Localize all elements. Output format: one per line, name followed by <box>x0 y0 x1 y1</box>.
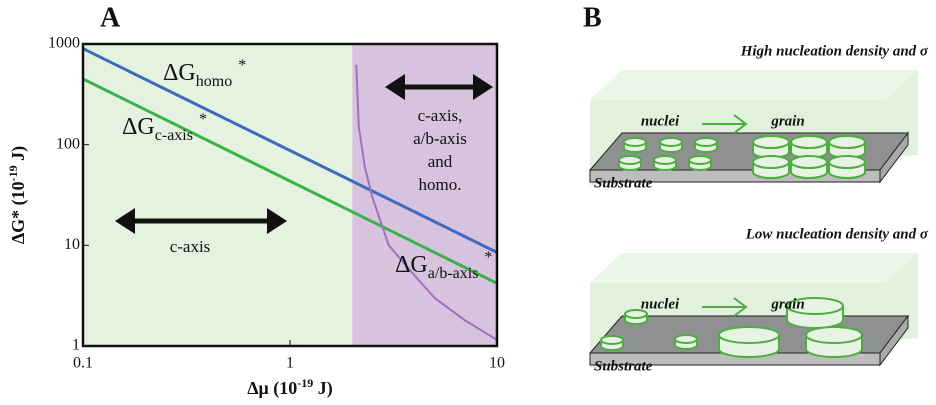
crystal-top <box>806 327 862 343</box>
y-tick-label: 1000 <box>48 35 80 52</box>
crystal-top <box>829 136 865 148</box>
panel-title: Low nucleation density and σ <box>745 226 929 242</box>
crystal-top <box>675 335 697 343</box>
crystal-top <box>753 136 789 148</box>
annotation: c-axis, <box>418 106 463 125</box>
crystal-top <box>601 336 623 344</box>
x-tick-label: 10 <box>489 355 505 372</box>
nuclei-label: nuclei <box>641 113 680 129</box>
axis-label-main: ΔG* (10 <box>8 181 29 244</box>
grain-label: grain <box>770 113 804 129</box>
crystal-top <box>624 138 646 146</box>
axis-label-sup: -19 <box>6 165 20 181</box>
box-top <box>590 70 918 100</box>
x-tick-label: 1 <box>286 355 294 372</box>
crystal-top <box>829 156 865 168</box>
panel-label: A <box>100 2 121 33</box>
axis-label-main: Δμ (10 <box>247 378 297 399</box>
panel-label: B <box>583 2 602 33</box>
y-tick-label: 100 <box>56 135 80 152</box>
axis-label-end: J) <box>313 378 333 399</box>
label-sub: homo <box>196 73 232 90</box>
crystal-top <box>654 156 676 164</box>
label-sup: * <box>484 249 492 266</box>
annotation: and <box>428 152 453 171</box>
annotation: homo. <box>419 175 462 194</box>
axis-label-sup: -19 <box>297 376 313 390</box>
axis-label-end: J) <box>8 146 29 166</box>
label-sub: a/b-axis <box>428 265 479 282</box>
crystal-top <box>695 138 717 146</box>
crystal-top <box>719 327 779 343</box>
grain-label: grain <box>770 296 804 312</box>
label-main: ΔG <box>395 252 428 278</box>
box-top <box>590 253 918 283</box>
label-main: ΔG <box>163 60 196 86</box>
x-tick-label: 0.1 <box>73 355 93 372</box>
diagram: High nucleation density and σ Substrate nu… <box>590 43 929 374</box>
crystal-top <box>791 156 827 168</box>
nuclei-label: nuclei <box>641 296 680 312</box>
crystal-top <box>619 156 641 164</box>
annotation: a/b-axis <box>413 129 467 148</box>
crystal-top <box>791 136 827 148</box>
label-sup: * <box>238 57 246 74</box>
panel-title: High nucleation density and σ <box>740 43 929 59</box>
crystal-top <box>753 156 789 168</box>
y-tick-label: 1 <box>72 337 80 354</box>
annotation: c-axis <box>170 237 211 256</box>
figure: A B 11010010000.1110ΔGhomo*ΔGc-axis*ΔGa/… <box>0 0 936 405</box>
label-sup: * <box>199 111 207 128</box>
crystal-top <box>689 156 711 164</box>
crystal-top <box>660 138 682 146</box>
y-tick-label: 10 <box>64 236 80 253</box>
label-main: ΔG <box>122 114 155 140</box>
label-sub: c-axis <box>155 127 193 144</box>
axis-label: Δμ (10-19 J) <box>247 376 332 399</box>
substrate-label: Substrate <box>594 175 653 191</box>
substrate-label: Substrate <box>594 358 653 374</box>
axis-label: ΔG* (10-19 J) <box>6 146 29 244</box>
